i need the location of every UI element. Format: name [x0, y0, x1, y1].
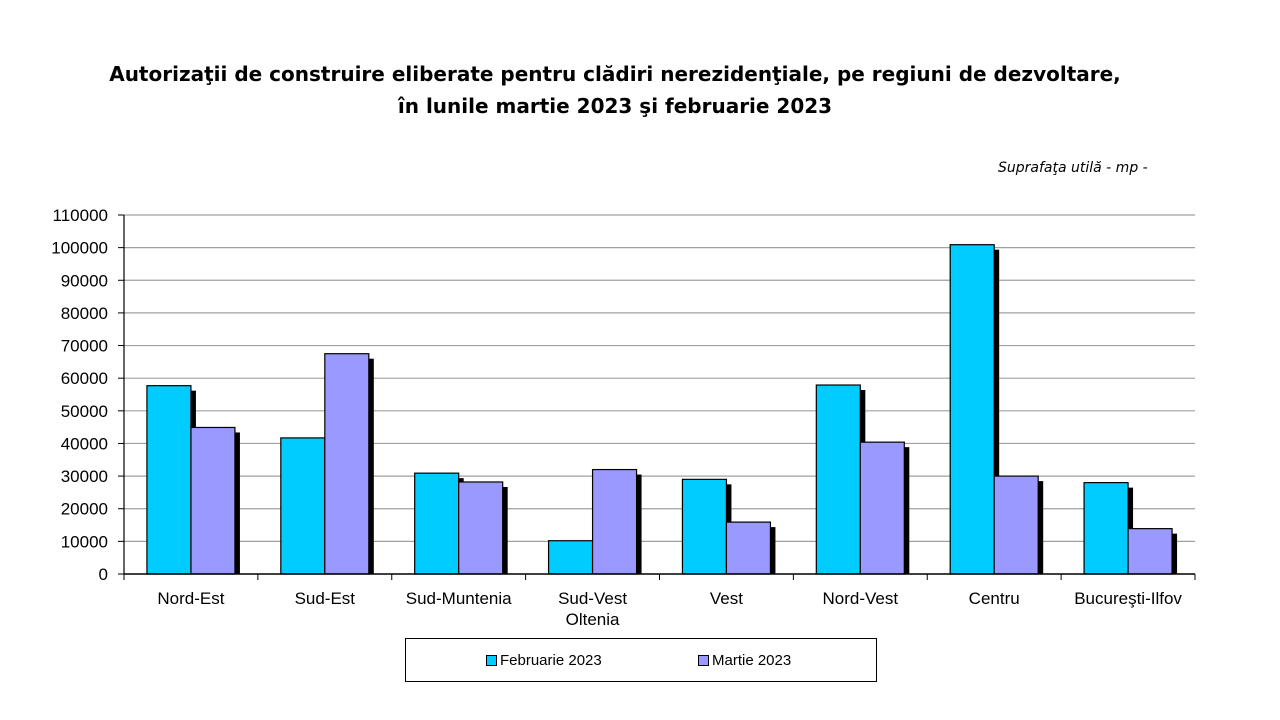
y-tick-label: 50000: [61, 402, 108, 421]
bar-februarie: [1083, 482, 1129, 575]
x-category-label: Sud-Vest: [558, 589, 627, 608]
bar-martie: [725, 521, 772, 575]
bar-februarie: [949, 244, 995, 575]
bar-martie: [993, 475, 1039, 575]
legend-label-februarie: Februarie 2023: [500, 652, 602, 669]
bar-shadow: [1038, 481, 1044, 574]
bar-februarie: [815, 384, 861, 575]
bar-shadow: [904, 447, 910, 574]
bar-martie: [458, 481, 504, 575]
x-category-label: Nord-Vest: [823, 589, 899, 608]
legend-item-martie: Martie 2023: [698, 652, 791, 669]
legend: Februarie 2023 Martie 2023: [405, 638, 877, 682]
y-tick-label: 60000: [61, 369, 108, 388]
y-tick-label: 40000: [61, 434, 108, 453]
bar-shadow: [368, 358, 374, 574]
bar-martie: [591, 468, 638, 575]
chart-title: Autorizaţii de construire eliberate pent…: [0, 58, 1230, 122]
chart-title-line-1: Autorizaţii de construire eliberate pent…: [109, 62, 1121, 86]
chart-title-line-2: în lunile martie 2023 şi februarie 2023: [397, 94, 833, 118]
bar-martie: [324, 353, 370, 575]
legend-swatch-februarie: [486, 655, 497, 666]
bar-shadow: [234, 432, 240, 574]
x-category-label: Bucureşti-Ilfov: [1074, 589, 1182, 608]
bar-shadow: [502, 486, 508, 574]
y-tick-label: 30000: [61, 467, 108, 486]
bar-shadow: [994, 249, 1000, 574]
x-category-label: Vest: [710, 589, 743, 608]
bar-shadow: [1172, 533, 1178, 574]
unit-label: Suprafaţa utilă - mp -: [998, 160, 1148, 176]
x-category-label: Centru: [969, 589, 1020, 608]
x-category-label: Nord-Est: [157, 589, 224, 608]
y-tick-label: 80000: [61, 304, 108, 323]
bar-februarie: [547, 540, 594, 575]
x-category-label: Sud-Muntenia: [406, 589, 512, 608]
y-tick-label: 0: [99, 565, 108, 584]
bar-februarie: [146, 385, 192, 575]
bar-februarie: [681, 478, 728, 575]
bar-shadow: [636, 474, 642, 574]
y-tick-label: 90000: [61, 271, 108, 290]
x-category-label: Oltenia: [566, 610, 620, 629]
legend-label-martie: Martie 2023: [712, 652, 792, 669]
y-tick-label: 110000: [53, 206, 108, 225]
y-tick-label: 20000: [61, 500, 108, 519]
bar-martie: [190, 426, 236, 575]
legend-swatch-martie: [698, 655, 709, 666]
y-tick-label: 100000: [51, 239, 108, 258]
bar-shadow: [770, 527, 776, 574]
bar-februarie: [414, 472, 460, 575]
y-tick-label: 70000: [61, 337, 108, 356]
bar-martie: [859, 441, 905, 575]
legend-item-februarie: Februarie 2023: [486, 652, 602, 669]
y-tick-label: 10000: [61, 532, 108, 551]
bar-februarie: [280, 437, 326, 575]
x-category-label: Sud-Est: [295, 589, 356, 608]
bar-martie: [1127, 528, 1173, 575]
